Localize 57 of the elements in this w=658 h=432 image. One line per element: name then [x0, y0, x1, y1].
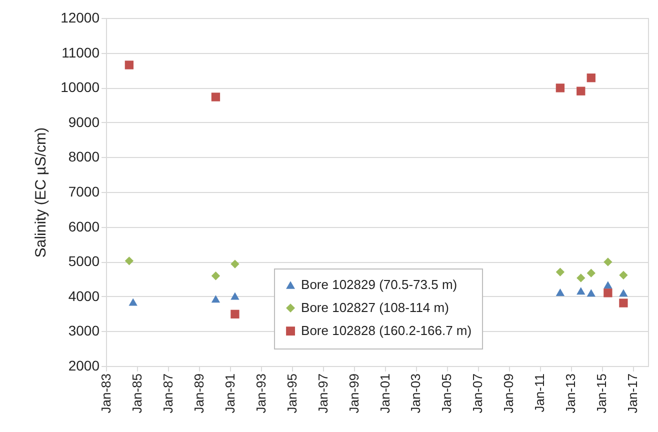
- x-tick-label: Jan-83: [98, 374, 114, 414]
- x-tick-label: Jan-93: [253, 374, 268, 414]
- x-tick-label: Jan-95: [284, 374, 300, 414]
- x-tick-label: Jan-85: [129, 374, 144, 414]
- y-tick-label: 2000: [68, 358, 100, 374]
- y-tick-label: 12000: [60, 10, 100, 26]
- point: [604, 281, 612, 289]
- point: [211, 92, 220, 102]
- point: [230, 310, 240, 318]
- x-tick-label: Jan-09: [501, 374, 516, 414]
- point: [586, 289, 596, 297]
- point: [230, 292, 240, 300]
- y-tick-label: 3000: [68, 322, 100, 339]
- point: [128, 298, 138, 306]
- x-tick-label: Jan-13: [563, 374, 578, 414]
- point: [211, 272, 220, 280]
- point: [604, 258, 612, 266]
- y-tick-label: 11000: [62, 44, 100, 60]
- point: [576, 274, 586, 282]
- y-tick-label: 9000: [68, 114, 100, 130]
- x-tick-label: Jan-97: [315, 374, 330, 414]
- y-tick-label: 7000: [68, 184, 100, 200]
- point: [556, 268, 565, 276]
- point: [556, 288, 565, 296]
- point: [556, 84, 565, 92]
- x-tick-label: Jan-11: [532, 374, 548, 412]
- point: [576, 86, 586, 96]
- point: [586, 268, 596, 278]
- point: [619, 289, 628, 297]
- point: [124, 60, 134, 70]
- x-tick-label: Jan-17: [625, 374, 640, 414]
- point: [586, 74, 596, 82]
- x-tick-label: Jan-89: [191, 374, 206, 414]
- point: [576, 287, 586, 295]
- legend-label: Bore 102829 (70.5-73.5 m): [301, 277, 458, 292]
- x-tick-label: Jan-87: [160, 374, 176, 414]
- x-tick-label: Jan-05: [439, 374, 454, 414]
- point: [619, 270, 628, 280]
- y-tick-label: 10000: [60, 79, 100, 96]
- point: [124, 256, 134, 266]
- y-tick-label: 8000: [68, 148, 100, 165]
- point: [604, 288, 612, 298]
- y-tick-label: 6000: [68, 218, 100, 234]
- point: [211, 295, 220, 303]
- legend-label: Bore 102828 (160.2-166.7 m): [301, 323, 472, 338]
- y-tick-label: 4000: [68, 288, 100, 304]
- x-tick-label: Jan-07: [470, 374, 486, 414]
- x-tick-label: Jan-91: [222, 374, 238, 414]
- legend-label: Bore 102827 (108-114 m): [301, 300, 449, 316]
- point: [619, 298, 628, 308]
- point: [230, 260, 240, 268]
- y-tick-label: 5000: [68, 253, 100, 270]
- x-tick-label: Jan-01: [377, 374, 392, 414]
- x-tick-label: Jan-15: [594, 374, 610, 414]
- x-tick-label: Jan-99: [346, 374, 362, 414]
- y-axis-title: Salinity (EC µS/cm): [32, 127, 50, 258]
- x-tick-label: Jan-03: [408, 374, 424, 414]
